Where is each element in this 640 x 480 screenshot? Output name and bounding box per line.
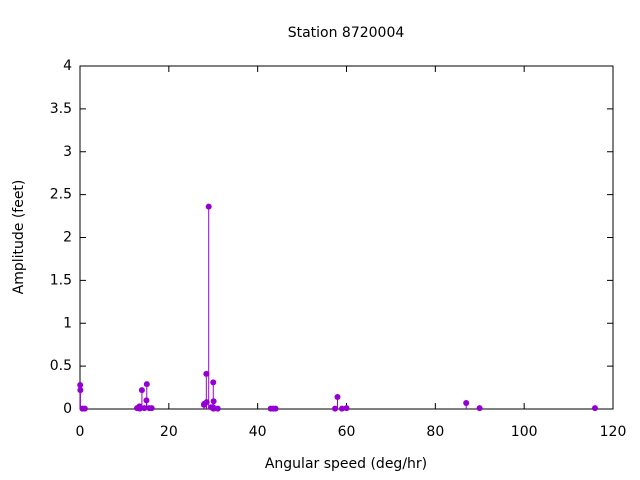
impulse-point (210, 398, 217, 405)
x-tick-label: 0 (76, 424, 85, 440)
impulse (210, 398, 217, 409)
impulse-point (77, 387, 84, 394)
impulse (81, 405, 88, 412)
impulse-point (476, 405, 483, 412)
impulse-point (143, 381, 150, 388)
impulse-point (343, 405, 350, 412)
impulse (272, 405, 279, 412)
impulse (591, 405, 598, 412)
impulse-point (138, 387, 145, 394)
impulse (138, 387, 145, 409)
plot-frame (79, 65, 614, 410)
impulse (463, 399, 470, 409)
impulse (332, 405, 339, 412)
y-tick-label: 1 (63, 315, 72, 331)
impulse-point (203, 399, 210, 406)
x-tick-label: 40 (249, 424, 267, 440)
y-tick-label: 3.5 (50, 101, 72, 117)
y-tick-label: 3 (63, 144, 72, 160)
impulse-point (272, 405, 279, 412)
y-tick-label: 2 (63, 230, 72, 246)
y-tick-label: 4 (63, 58, 72, 74)
y-axis-label: Amplitude (feet) (11, 180, 27, 295)
impulse-point (77, 381, 84, 388)
y-tick-label: 1.5 (50, 272, 72, 288)
x-tick-label: 20 (160, 424, 178, 440)
impulse (136, 405, 143, 412)
impulse-point (205, 203, 212, 210)
impulse-point (141, 405, 148, 412)
impulse-point (81, 405, 88, 412)
x-tick-label: 120 (600, 424, 627, 440)
impulse (143, 381, 150, 409)
y-tick-label: 2.5 (50, 187, 72, 203)
impulse-point (214, 405, 221, 412)
impulse-point (136, 405, 143, 412)
impulse-point (203, 370, 210, 377)
x-tick-label: 100 (511, 424, 538, 440)
impulse (476, 405, 483, 412)
impulse-point (334, 393, 341, 400)
impulse-point (338, 405, 345, 412)
x-tick-label: 60 (338, 424, 356, 440)
impulse-point (463, 399, 470, 406)
impulse-point (210, 379, 217, 386)
impulse-point (148, 405, 155, 412)
impulse-point (591, 405, 598, 412)
impulse (203, 399, 210, 409)
impulse (214, 405, 221, 412)
impulse (334, 393, 341, 409)
impulse (205, 203, 212, 409)
y-tick-label: 0 (63, 401, 72, 417)
impulse (343, 405, 350, 412)
x-tick-label: 80 (426, 424, 444, 440)
x-axis-label: Angular speed (deg/hr) (265, 456, 427, 472)
y-tick-label: 0.5 (50, 358, 72, 374)
impulse (338, 405, 345, 412)
impulse-point (332, 405, 339, 412)
impulse (148, 405, 155, 412)
impulse (141, 405, 148, 412)
chart-title: Station 8720004 (288, 25, 405, 41)
impulse (77, 387, 84, 409)
